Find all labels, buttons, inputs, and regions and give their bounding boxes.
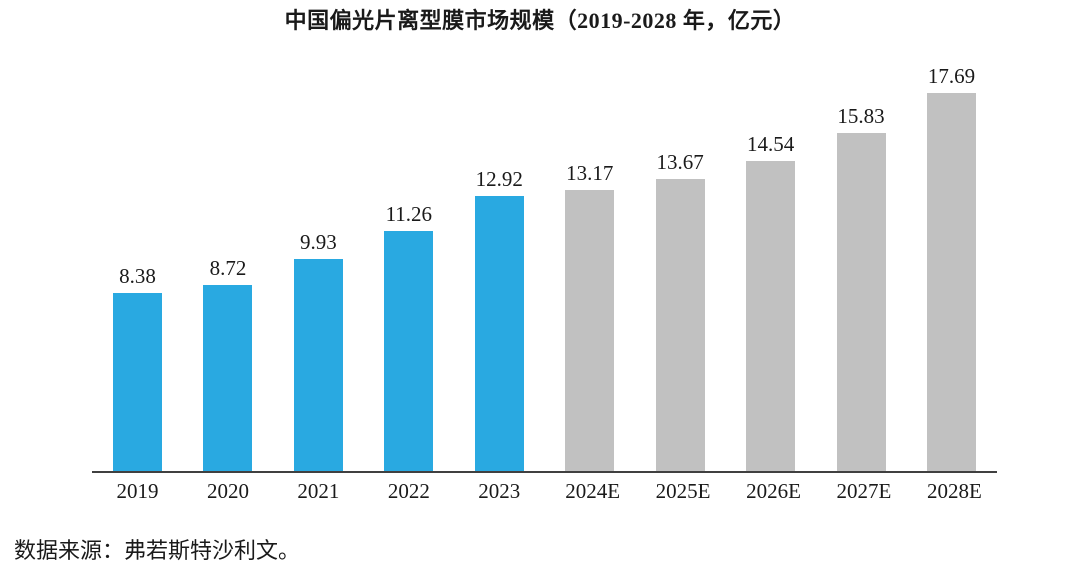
x-axis-tick-label: 2024E xyxy=(565,479,621,503)
bar-value-label: 13.17 xyxy=(566,161,614,185)
bar-value-label: 12.92 xyxy=(475,167,523,191)
x-axis-tick-label: 2028E xyxy=(926,479,982,503)
x-axis-tick-label: 2019 xyxy=(116,479,159,503)
bar-column: 9.93 xyxy=(293,230,343,472)
forecast-bar xyxy=(836,133,886,472)
bar-column: 11.26 xyxy=(384,202,434,472)
bar-column: 15.83 xyxy=(836,104,886,472)
bar-column: 12.92 xyxy=(474,167,524,472)
bar-value-label: 9.93 xyxy=(300,230,337,254)
forecast-bar xyxy=(746,161,796,472)
forecast-bar xyxy=(565,190,615,472)
bar-column: 8.38 xyxy=(113,266,162,472)
bar-column: 17.69 xyxy=(926,64,976,472)
historical-bar xyxy=(384,231,434,472)
bar-value-label: 14.54 xyxy=(746,132,795,156)
x-axis-tick-label: 2025E xyxy=(655,479,711,503)
historical-bar xyxy=(474,196,524,472)
bar-column: 8.72 xyxy=(203,256,253,472)
bar-value-label: 8.38 xyxy=(119,264,156,288)
forecast-bar xyxy=(655,179,705,472)
x-axis-labels: 2019 2020 2021 2022 2023 2024E 2025E 2026E 2027E… xyxy=(92,479,997,504)
historical-bar xyxy=(293,259,343,472)
bar-value-label: 11.26 xyxy=(385,202,433,226)
source-note: 数据来源：弗若斯特沙利文。 xyxy=(14,538,301,563)
x-axis-tick-label: 2026E xyxy=(746,479,801,503)
bar-value-label: 17.69 xyxy=(927,64,976,88)
x-axis-line xyxy=(92,471,997,473)
bar-value-label: 15.83 xyxy=(837,104,885,128)
x-axis-tick-label: 2020 xyxy=(206,479,249,503)
historical-bar xyxy=(203,285,253,472)
historical-bar xyxy=(113,293,162,472)
forecast-bar xyxy=(926,93,976,472)
x-axis-tick-label: 2022 xyxy=(387,479,430,503)
x-axis-tick-label: 2021 xyxy=(297,479,340,503)
bar-column: 13.17 xyxy=(565,161,615,472)
chart-title: 中国偏光片离型膜市场规模（2019-2028 年，亿元） xyxy=(284,8,796,33)
bar-value-label: 8.72 xyxy=(209,256,247,280)
x-axis-tick-label: 2027E xyxy=(836,479,892,503)
bar-column: 13.67 xyxy=(655,150,705,472)
bar-column: 14.54 xyxy=(746,132,796,472)
bar-value-label: 13.67 xyxy=(656,150,704,174)
bars-layer: 8.38 8.72 9.93 11.26 12.92 13.17 13.67 14.54 15.… xyxy=(92,0,997,472)
x-axis-tick-label: 2023 xyxy=(478,479,521,503)
